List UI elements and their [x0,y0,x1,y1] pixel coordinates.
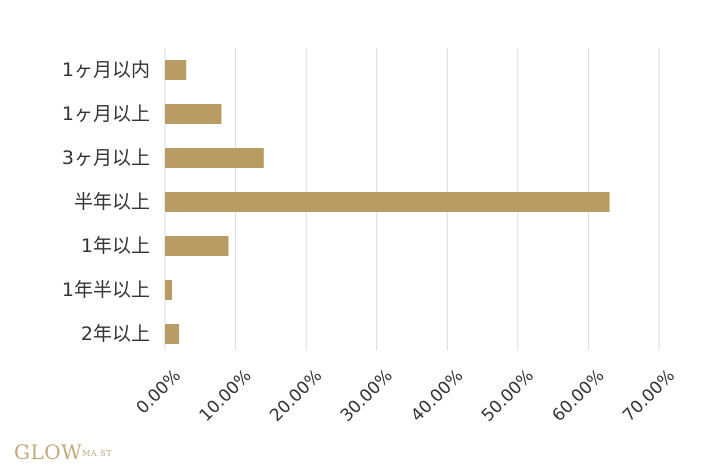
bar [165,60,187,80]
x-tick-labels: 0.00% 10.00% 20.00% 30.00% 40.00% 50.00% 60.00… [133,366,679,426]
glow-logo: GLOWMA ST [14,440,112,464]
category-label: 3ヶ月以上 [62,147,150,169]
bars [165,60,610,344]
bar [165,148,264,168]
category-label: 2年以上 [81,323,150,345]
x-tick-label: 10.00% [196,366,256,426]
category-label: 半年以上 [74,191,150,213]
bar [165,104,222,124]
x-tick-label: 60.00% [548,366,608,426]
bar [165,280,173,300]
x-tick-label: 50.00% [478,366,538,426]
x-tick-label: 20.00% [266,366,326,426]
bar [165,236,229,256]
bar [165,324,180,344]
x-tick-label: 70.00% [619,366,679,426]
category-label: 1ヶ月以上 [62,103,150,125]
category-label: 1年半以上 [62,279,150,301]
x-tick-label: 0.00% [133,366,185,418]
logo-subtext: MA ST [82,449,113,458]
category-label: 1年以上 [81,235,150,257]
category-label: 1ヶ月以内 [62,59,150,81]
x-tick-label: 30.00% [337,366,397,426]
logo-text: GLOW [14,440,83,464]
x-tick-label: 40.00% [407,366,467,426]
bar [165,192,610,212]
